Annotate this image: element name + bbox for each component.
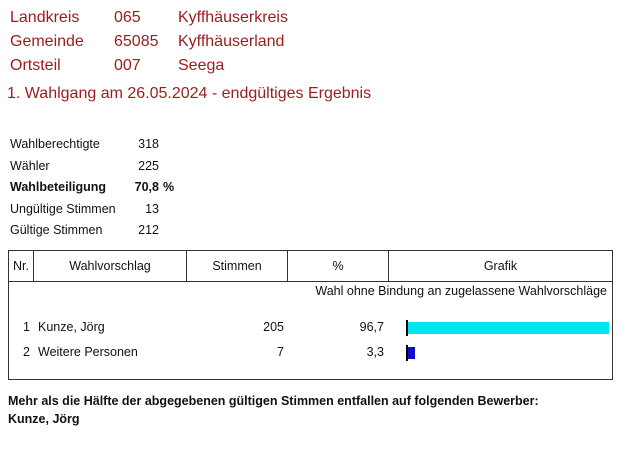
candidate-percent: 96,7 (359, 320, 384, 334)
candidate-votes: 7 (277, 345, 284, 359)
result-note: Mehr als die Hälfte der abgegebenen gült… (8, 392, 539, 428)
ortsteil-name: Seega (178, 57, 225, 74)
bar-axis (406, 320, 408, 336)
ortsteil-code: 007 (114, 57, 141, 74)
gemeinde-code: 65085 (114, 33, 159, 50)
vote-bar (408, 347, 415, 359)
table-subtitle: Wahl ohne Bindung an zugelassene Wahlvor… (315, 284, 607, 298)
row-nr: 1 (23, 320, 30, 334)
col-header-wahlvorschlag: Wahlvorschlag (34, 251, 187, 281)
stat-value: 13 (145, 201, 159, 216)
stat-unit: % (163, 180, 175, 194)
landkreis-label: Landkreis (10, 9, 80, 26)
bar-axis (406, 345, 408, 361)
stat-label: Wähler (10, 158, 50, 173)
turnout-stats: Wahlberechtigte 318 Wähler 225 Wahlbeteili… (10, 134, 174, 242)
candidate-name: Weitere Personen (38, 345, 138, 359)
stat-row-waehler: Wähler 225 (10, 156, 174, 178)
stat-value: 225 (138, 158, 159, 173)
stat-label: Gültige Stimmen (10, 223, 103, 237)
col-header-nr: Nr. (9, 251, 34, 281)
gemeinde-name: Kyffhäuserland (178, 33, 285, 50)
result-note-text: Mehr als die Hälfte der abgegebenen gült… (8, 394, 539, 408)
stat-row-wahlberechtigte: Wahlberechtigte 318 (10, 134, 174, 156)
landkreis-row: Landkreis 065 Kyffhäuserkreis (10, 6, 288, 30)
candidate-name: Kunze, Jörg (38, 320, 105, 334)
candidate-percent: 3,3 (366, 345, 384, 359)
ortsteil-row: Ortsteil 007 Seega (10, 54, 288, 78)
table-row: 1 Kunze, Jörg 205 96,7 (9, 316, 612, 338)
table-row: 2 Weitere Personen 7 3,3 (9, 341, 612, 363)
stat-value: 318 (138, 137, 159, 151)
ortsteil-label: Ortsteil (10, 57, 61, 74)
gemeinde-label: Gemeinde (10, 33, 84, 50)
stat-value: 70,8 (134, 180, 159, 194)
gemeinde-row: Gemeinde 65085 Kyffhäuserland (10, 30, 288, 54)
stat-value: 212 (138, 223, 159, 237)
stat-row-ungueltige: Ungültige Stimmen 13 (10, 199, 174, 221)
stat-label: Ungültige Stimmen (10, 201, 116, 216)
stat-row-wahlbeteiligung: Wahlbeteiligung 70,8% (10, 177, 174, 199)
landkreis-code: 065 (114, 9, 141, 26)
landkreis-name: Kyffhäuserkreis (178, 9, 288, 26)
vote-bar (408, 322, 609, 334)
elected-candidate: Kunze, Jörg (8, 412, 80, 426)
stat-label: Wahlberechtigte (10, 137, 100, 151)
row-nr: 2 (23, 345, 30, 359)
stat-row-gueltige: Gültige Stimmen 212 (10, 220, 174, 242)
candidate-votes: 205 (263, 320, 284, 334)
col-header-stimmen: Stimmen (187, 251, 288, 281)
col-header-percent: % (288, 251, 389, 281)
table-header: Nr. Wahlvorschlag Stimmen % Grafik (9, 251, 612, 282)
col-header-grafik: Grafik (483, 259, 518, 273)
stat-label: Wahlbeteiligung (10, 180, 107, 194)
region-header: Landkreis 065 Kyffhäuserkreis Gemeinde 6508… (10, 6, 288, 78)
results-table: Nr. Wahlvorschlag Stimmen % Grafik Wahl … (8, 250, 613, 380)
election-title: 1. Wahlgang am 26.05.2024 - endgültiges … (7, 85, 372, 102)
